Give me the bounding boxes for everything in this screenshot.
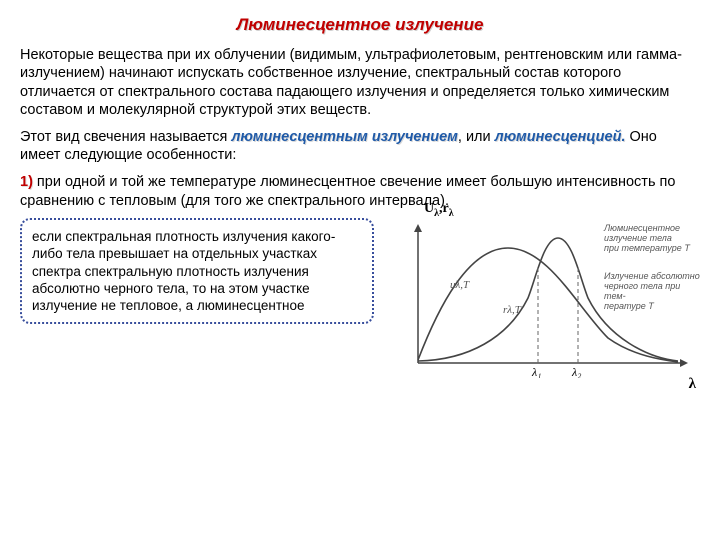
x-axis-label: λ [689, 375, 696, 394]
svg-text:λ₁: λ₁ [531, 365, 541, 378]
y-sym-u: U [424, 201, 434, 216]
term-luminescent-emission: люминесцентным излучением [231, 129, 458, 145]
note-box: если спектральная плотность излучения ка… [20, 218, 374, 324]
definition-paragraph: Этот вид свечения называется люминесцент… [20, 128, 700, 165]
page-title: Люминесцентное излучение [20, 14, 700, 36]
curve-2-label: Излучение абсолютно черного тела при тем… [604, 272, 700, 312]
curve-1-label: Люминесцентное излучение тела при темпер… [604, 224, 690, 254]
intro-paragraph: Некоторые вещества при их облучении (вид… [20, 46, 700, 120]
c1-a: Люминесцентное [604, 223, 680, 233]
lower-section: если спектральная плотность излучения ка… [20, 218, 700, 388]
y-axis-label: Uλ,rλ [424, 200, 454, 221]
c2-a: Излучение абсолютно [604, 271, 700, 281]
def-text-b: , или [458, 129, 495, 145]
svg-text:uλ,T: uλ,T [450, 279, 470, 291]
def-text-a: Этот вид свечения называется [20, 129, 231, 145]
c2-b: черного тела при тем- [604, 281, 680, 301]
spectral-chart: Uλ,rλ uλ,T rλ,T λ₁ λ₂ Люминесцентное изл… [378, 218, 700, 388]
svg-text:λ₂: λ₂ [571, 365, 581, 378]
point-1-number: 1) [20, 174, 33, 190]
c2-c: пературе T [604, 301, 654, 311]
c1-c: при температуре T [604, 243, 690, 253]
y-sub-2: λ [449, 208, 454, 219]
c1-b: излучение тела [604, 233, 672, 243]
point-1-text: при одной и той же температуре люминесце… [20, 174, 675, 209]
svg-text:rλ,T: rλ,T [503, 304, 522, 316]
term-luminescence: люминесценцией. [495, 129, 626, 145]
point-1-paragraph: 1) при одной и той же температуре люмине… [20, 173, 700, 210]
